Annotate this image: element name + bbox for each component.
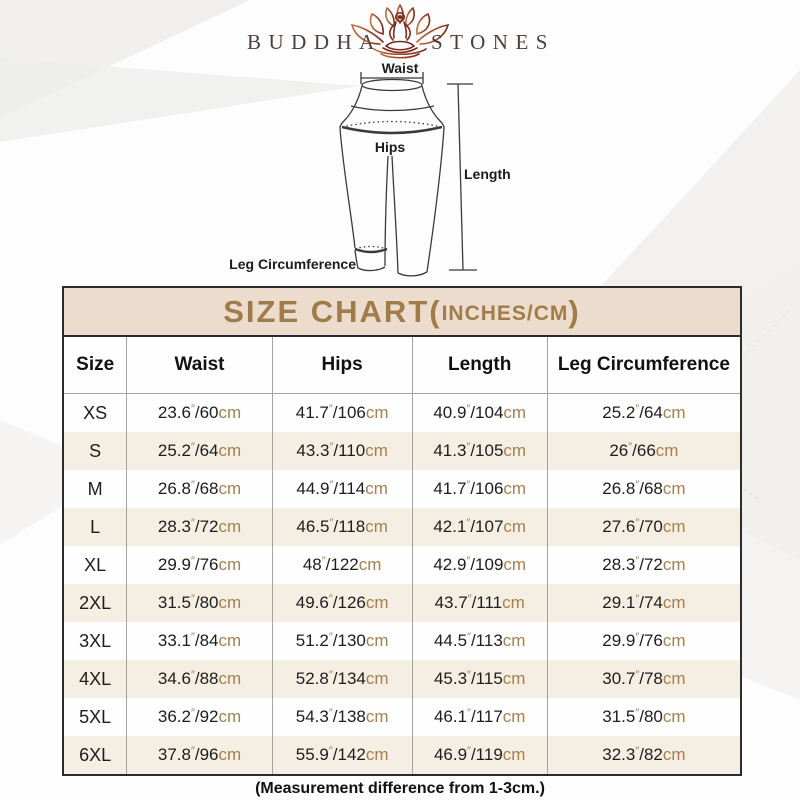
diagram-label-leg-circumference: Leg Circumference xyxy=(229,256,356,272)
cell-hips: 52.8″/134cm xyxy=(271,660,413,698)
cell-waist: 33.1″/84cm xyxy=(126,622,273,660)
cell-hips: 48″/122cm xyxy=(271,546,413,584)
title-main: SIZE CHART( xyxy=(223,293,442,329)
table-row-xl: XL 29.9″/76cm 48″/122cm 42.9″/109cm 28.3″/72… xyxy=(64,546,740,584)
cell-size: XL xyxy=(84,554,107,575)
cell-size: 3XL xyxy=(79,630,112,651)
table-row-2xl: 2XL 31.5″/80cm 49.6″/126cm 43.7″/111cm 29.1″… xyxy=(64,584,740,622)
table-row-3xl: 3XL 33.1″/84cm 51.2″/130cm 44.5″/113cm 29.9″… xyxy=(64,622,740,660)
size-chart-body: XS 23.6″/60cm 41.7″/106cm 40.9″/104cm 25.2″/… xyxy=(64,393,740,774)
table-row-s: S 25.2″/64cm 43.3″/110cm 41.3″/105cm 26″/66c… xyxy=(64,432,740,470)
size-chart: SIZE CHART(INCHES/CM) Size Waist Hips Lengt… xyxy=(62,286,742,776)
cell-hips: 43.3″/110cm xyxy=(271,432,413,470)
cell-length: 41.3″/105cm xyxy=(411,432,548,470)
cell-length: 42.1″/107cm xyxy=(411,508,548,546)
table-row-xs: XS 23.6″/60cm 41.7″/106cm 40.9″/104cm 25.2″/… xyxy=(64,393,740,432)
cell-size: 2XL xyxy=(79,592,112,613)
measurement-footnote: (Measurement difference from 1-3cm.) xyxy=(255,780,545,797)
cell-waist: 28.3″/72cm xyxy=(126,508,273,546)
cell-waist: 31.5″/80cm xyxy=(126,584,273,622)
column-header-waist: Waist xyxy=(126,337,273,394)
cell-length: 46.1″/117cm xyxy=(411,698,548,736)
cell-hips: 51.2″/130cm xyxy=(271,622,413,660)
cell-leg: 26″/66cm xyxy=(546,432,740,470)
cell-hips: 46.5″/118cm xyxy=(271,508,413,546)
brand-name-stones: STONES xyxy=(431,30,555,54)
cell-length: 44.5″/113cm xyxy=(411,622,548,660)
cell-waist: 34.6″/88cm xyxy=(126,660,273,698)
column-header-leg-circumference: Leg Circumference xyxy=(546,337,740,394)
size-chart-title: SIZE CHART(INCHES/CM) xyxy=(64,288,740,337)
table-row-m: M 26.8″/68cm 44.9″/114cm 41.7″/106cm 26.8″/6… xyxy=(64,470,740,508)
cell-leg: 32.3″/82cm xyxy=(546,736,740,774)
cell-length: 41.7″/106cm xyxy=(411,470,548,508)
cell-hips: 54.3″/138cm xyxy=(271,698,413,736)
table-row-4xl: 4XL 34.6″/88cm 52.8″/134cm 45.3″/115cm 30.7″… xyxy=(64,660,740,698)
cell-leg: 27.6″/70cm xyxy=(546,508,740,546)
diagram-label-length: Length xyxy=(464,166,511,182)
cell-leg: 29.9″/76cm xyxy=(546,622,740,660)
cell-leg: 25.2″/64cm xyxy=(546,393,740,432)
cell-size: M xyxy=(87,478,103,499)
cell-waist: 23.6″/60cm xyxy=(126,393,273,432)
cell-waist: 25.2″/64cm xyxy=(126,432,273,470)
cell-hips: 49.6″/126cm xyxy=(271,584,413,622)
size-chart-header-row: Size Waist Hips Length Leg Circumference xyxy=(64,337,740,394)
cell-waist: 26.8″/68cm xyxy=(126,470,273,508)
column-header-hips: Hips xyxy=(271,337,413,394)
cell-leg: 30.7″/78cm xyxy=(546,660,740,698)
cell-hips: 41.7″/106cm xyxy=(271,393,413,432)
pants-diagram xyxy=(339,72,477,277)
cell-length: 46.9″/119cm xyxy=(411,736,548,774)
cell-size: 5XL xyxy=(79,706,112,727)
diagram-label-hips: Hips xyxy=(374,139,406,155)
cell-length: 42.9″/109cm xyxy=(411,546,548,584)
cell-size: 6XL xyxy=(79,744,112,765)
size-chart-table: Size Waist Hips Length Leg Circumference XS 2… xyxy=(64,337,740,774)
cell-size: L xyxy=(90,516,101,537)
table-row-6xl: 6XL 37.8″/96cm 55.9″/142cm 46.9″/119cm 32.3″… xyxy=(64,736,740,774)
cell-leg: 28.3″/72cm xyxy=(546,546,740,584)
title-units: INCHES/CM xyxy=(441,301,569,325)
cell-hips: 55.9″/142cm xyxy=(271,736,413,774)
cell-waist: 29.9″/76cm xyxy=(126,546,273,584)
cell-waist: 37.8″/96cm xyxy=(126,736,273,774)
title-close: ) xyxy=(568,293,581,329)
cell-size: 4XL xyxy=(79,668,112,689)
cell-hips: 44.9″/114cm xyxy=(271,470,413,508)
table-row-l: L 28.3″/72cm 46.5″/118cm 42.1″/107cm 27.6″/7… xyxy=(64,508,740,546)
cell-leg: 31.5″/80cm xyxy=(546,698,740,736)
cell-waist: 36.2″/92cm xyxy=(126,698,273,736)
lotus-meditation-icon xyxy=(350,4,450,59)
cell-size: XS xyxy=(83,402,108,423)
table-row-5xl: 5XL 36.2″/92cm 54.3″/138cm 46.1″/117cm 31.5″… xyxy=(64,698,740,736)
column-header-length: Length xyxy=(411,337,548,394)
cell-length: 40.9″/104cm xyxy=(411,393,548,432)
cell-size: S xyxy=(89,440,102,461)
cell-length: 43.7″/111cm xyxy=(411,584,548,622)
cell-length: 45.3″/115cm xyxy=(411,660,548,698)
cell-leg: 26.8″/68cm xyxy=(546,470,740,508)
column-header-size: Size xyxy=(76,354,115,375)
diagram-label-waist: Waist xyxy=(381,60,419,76)
brand-name-buddha: BUDDHA xyxy=(247,30,382,54)
cell-leg: 29.1″/74cm xyxy=(546,584,740,622)
